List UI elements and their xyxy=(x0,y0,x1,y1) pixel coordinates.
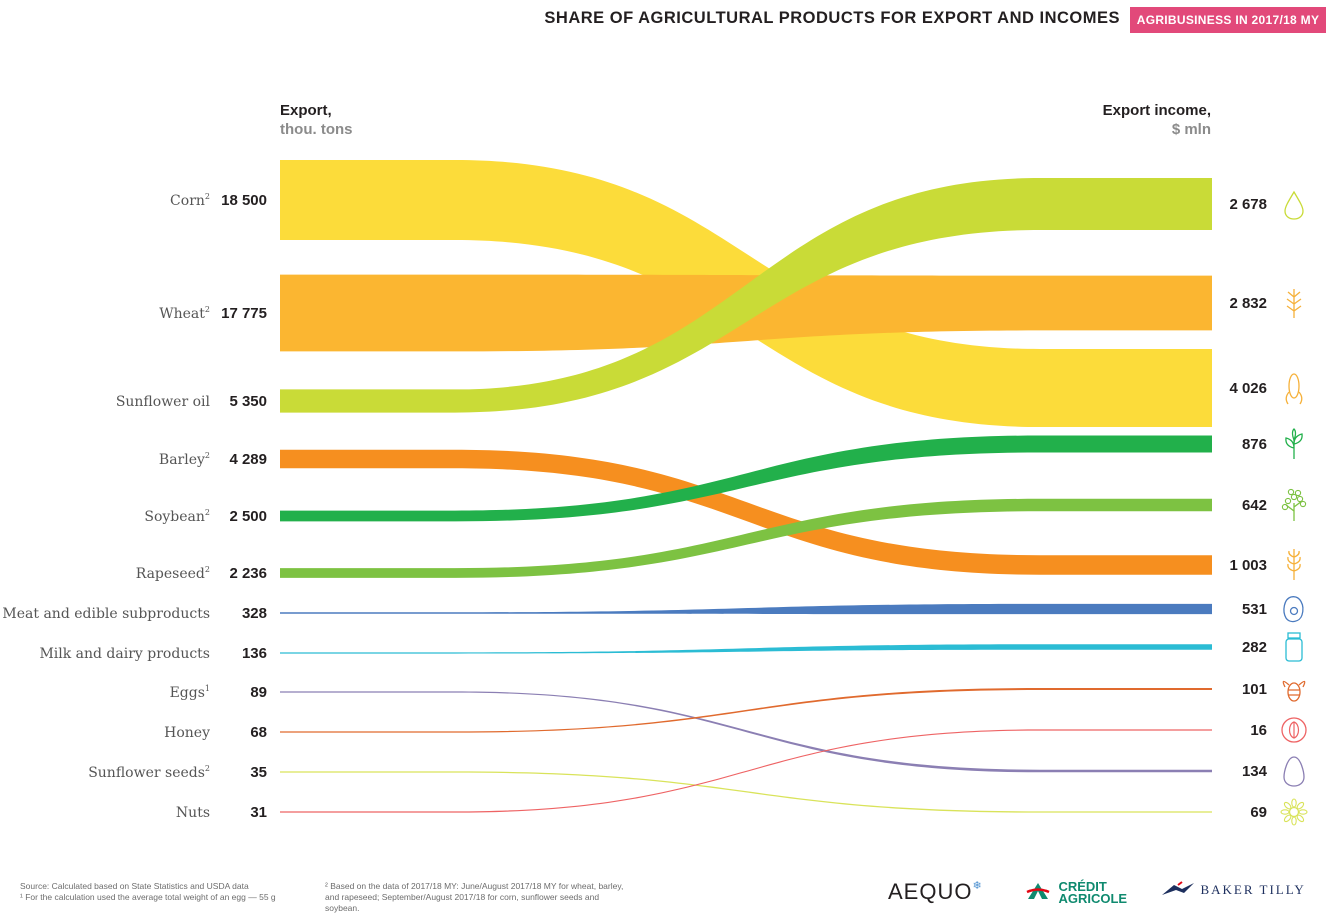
footnote-mark: 2 xyxy=(205,305,210,314)
footnote-mark: 2 xyxy=(205,192,210,201)
baker-tilly-mark-icon xyxy=(1162,881,1194,895)
export-value-honey: 68 xyxy=(250,724,267,741)
category-label-nuts: Nuts xyxy=(176,805,210,821)
income-value-corn: 4 026 xyxy=(1229,380,1267,397)
category-label-sunflower-seeds: Sunflower seeds2 xyxy=(88,764,210,781)
income-value-eggs: 134 xyxy=(1242,763,1268,780)
corn-icon xyxy=(1285,373,1303,405)
flow-ribbon-sunflower-seeds xyxy=(280,771,1212,813)
right-column-heading: Export income, $ mln xyxy=(1000,101,1211,139)
footnote-mark: 2 xyxy=(205,451,210,460)
right-heading-unit: $ mln xyxy=(1171,121,1211,138)
footnote-period: ² Based on the data of 2017/18 MY: June/… xyxy=(325,881,624,913)
income-value-meat-and-edible-subproducts: 531 xyxy=(1242,601,1267,618)
egg-icon xyxy=(1283,756,1305,787)
export-value-soybean: 2 500 xyxy=(229,508,267,525)
income-value-barley: 1 003 xyxy=(1229,557,1267,574)
left-heading-unit: thou. tons xyxy=(280,121,353,138)
aequo-logo: AEQUO❄ xyxy=(888,879,983,905)
flow-ribbon-milk-and-dairy-products xyxy=(280,644,1212,654)
section-badge: AGRIBUSINESS IN 2017/18 MY xyxy=(1130,7,1326,33)
flow-ribbon-eggs xyxy=(280,691,1212,773)
category-label-corn: Corn2 xyxy=(170,192,210,209)
flow-ribbon-soybean xyxy=(280,435,1212,522)
honey-bee-icon xyxy=(1282,680,1306,702)
chart-title: SHARE OF AGRICULTURAL PRODUCTS FOR EXPOR… xyxy=(544,9,1120,27)
income-value-sunflower-seeds: 69 xyxy=(1250,804,1267,821)
left-column-heading: Export, thou. tons xyxy=(280,101,352,139)
sankey-chart: Corn2 18 500 Wheat2 17 775 Sunflower oil 5 35… xyxy=(2,160,1308,826)
income-value-nuts: 16 xyxy=(1250,722,1267,739)
footnote-mark: 2 xyxy=(205,565,210,574)
category-label-eggs: Eggs1 xyxy=(170,684,210,701)
flow-ribbon-sunflower-oil xyxy=(280,178,1212,413)
category-label-sunflower-oil: Sunflower oil xyxy=(116,394,211,410)
rapeseed-icon xyxy=(1281,488,1307,521)
left-heading-line1: Export, xyxy=(280,102,332,119)
flow-ribbon-honey xyxy=(280,688,1212,733)
category-label-meat-and-edible-subproducts: Meat and edible subproducts xyxy=(2,606,210,622)
flow-ribbon-rapeseed xyxy=(280,498,1212,578)
nut-icon xyxy=(1281,717,1307,743)
baker-tilly-text: BAKER TILLY xyxy=(1200,882,1306,897)
credit-agricole-mark-icon xyxy=(1026,883,1050,899)
export-value-sunflower-seeds: 35 xyxy=(250,764,267,781)
export-value-nuts: 31 xyxy=(250,804,267,821)
export-value-sunflower-oil: 5 350 xyxy=(229,393,267,410)
flow-ribbon-nuts xyxy=(280,729,1212,813)
export-value-meat-and-edible-subproducts: 328 xyxy=(242,605,267,622)
export-value-corn: 18 500 xyxy=(221,192,267,209)
income-value-honey: 101 xyxy=(1242,681,1267,698)
income-value-soybean: 876 xyxy=(1242,436,1267,453)
wheat-icon xyxy=(1286,289,1302,318)
footnote-mark: 2 xyxy=(205,508,210,517)
flow-ribbon-barley xyxy=(280,449,1212,575)
category-label-wheat: Wheat2 xyxy=(159,305,210,322)
source-note: Source: Calculated based on State Statis… xyxy=(20,881,249,891)
baker-tilly-logo: BAKER TILLY xyxy=(1160,881,1306,899)
category-label-honey: Honey xyxy=(164,725,210,741)
category-label-rapeseed: Rapeseed2 xyxy=(136,565,210,582)
income-value-milk-and-dairy-products: 282 xyxy=(1242,639,1267,656)
footnote-mark: 1 xyxy=(205,684,210,693)
export-value-milk-and-dairy-products: 136 xyxy=(242,645,267,662)
credit-agricole-text: CRÉDIT AGRICOLE xyxy=(1058,879,1128,906)
meat-icon xyxy=(1283,596,1304,623)
soybean-icon xyxy=(1285,428,1303,459)
credit-agricole-logo: CRÉDIT AGRICOLE xyxy=(1025,879,1128,906)
barley-icon xyxy=(1287,549,1301,580)
sunflower-icon xyxy=(1280,798,1308,826)
export-value-barley: 4 289 xyxy=(229,451,267,468)
credit-agricole-line2: AGRICOLE xyxy=(1058,891,1128,906)
export-value-rapeseed: 2 236 xyxy=(229,565,267,582)
right-heading-line1: Export income, xyxy=(1102,102,1211,119)
credit-agricole-line1: CRÉDIT xyxy=(1058,879,1107,894)
footnote-source: Source: Calculated based on State Statis… xyxy=(20,881,310,903)
milk-icon xyxy=(1285,632,1303,662)
footnote-mark: 2 xyxy=(205,764,210,773)
aequo-logo-text: AEQUO xyxy=(888,879,973,904)
income-value-sunflower-oil: 2 678 xyxy=(1229,196,1267,213)
flow-ribbon-meat-and-edible-subproducts xyxy=(280,603,1212,615)
snowflake-icon: ❄ xyxy=(972,880,983,892)
egg-weight-note: ¹ For the calculation used the average t… xyxy=(20,892,276,902)
category-label-soybean: Soybean2 xyxy=(144,508,210,525)
income-value-wheat: 2 832 xyxy=(1229,295,1267,312)
export-value-wheat: 17 775 xyxy=(221,305,267,322)
oil-drop-icon xyxy=(1284,190,1304,220)
income-value-rapeseed: 642 xyxy=(1242,497,1267,514)
category-label-milk-and-dairy-products: Milk and dairy products xyxy=(39,646,210,662)
export-value-eggs: 89 xyxy=(250,684,267,701)
category-label-barley: Barley2 xyxy=(159,451,210,468)
